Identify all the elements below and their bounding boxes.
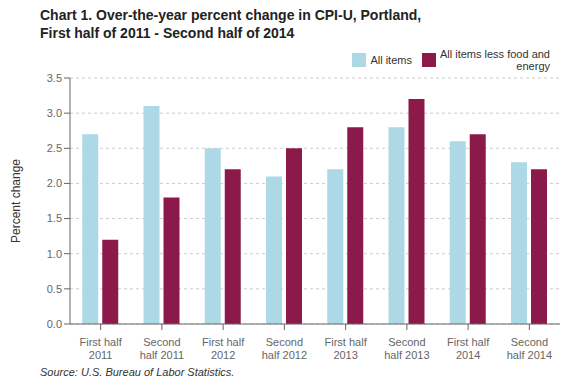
svg-text:0.0: 0.0 [47, 318, 62, 330]
svg-text:Secondhalf 2011: Secondhalf 2011 [140, 336, 184, 361]
svg-text:1.0: 1.0 [47, 248, 62, 260]
svg-text:1.5: 1.5 [47, 212, 62, 224]
svg-text:First half2014: First half2014 [447, 336, 490, 361]
svg-text:Secondhalf 2013: Secondhalf 2013 [384, 336, 429, 361]
html-text:All items less food and energy: All items less food and energy [439, 48, 550, 72]
svg-text:3.5: 3.5 [47, 72, 62, 84]
svg-text:2.5: 2.5 [47, 142, 62, 154]
html-text:Source: U.S. Bureau of Labor S: Source: U.S. Bureau of Labor Statistics. [40, 366, 235, 378]
svg-text:2.0: 2.0 [47, 177, 62, 189]
html-text:All items: All items [370, 54, 412, 66]
svg-text:0.5: 0.5 [47, 283, 62, 295]
svg-text:First half2013: First half2013 [325, 336, 368, 361]
svg-text:First half2012: First half2012 [202, 336, 245, 361]
html-text:Chart 1. Over-the-year percent: Chart 1. Over-the-year percent change in… [40, 7, 422, 41]
svg-text:Secondhalf 2012: Secondhalf 2012 [262, 336, 307, 361]
svg-text:Secondhalf 2014: Secondhalf 2014 [507, 336, 552, 361]
svg-text:3.0: 3.0 [47, 107, 62, 119]
svg-text:Percent change: Percent change [9, 159, 23, 243]
svg-text:First half2011: First half2011 [80, 336, 123, 361]
